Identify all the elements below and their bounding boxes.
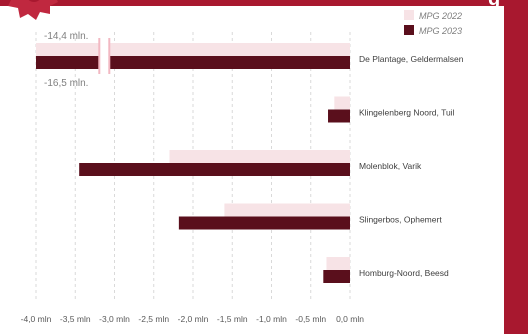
x-tick-label: -0,5 mln (295, 314, 326, 324)
x-axis-tick-labels: -4,0 mln -3,5 mln -3,0 mln -2,5 mln -2,0 mln… (21, 314, 365, 324)
gear-logo-icon (8, 0, 58, 20)
bar-chart: -14,4 mln. -16,5 mln. De Plantage, Gelder… (21, 10, 464, 324)
x-tick-label: -1,0 mln (256, 314, 287, 324)
legend-label: MPG 2022 (419, 11, 462, 21)
x-tick-label: -3,0 mln (99, 314, 130, 324)
bar (224, 203, 350, 217)
category-labels: De Plantage, Geldermalsen Klingelenberg N… (359, 54, 464, 278)
bar (36, 56, 350, 69)
axis-break-gap (99, 38, 110, 74)
x-tick-label: -1,5 mln (217, 314, 248, 324)
x-tick-label: 0,0 mln (336, 314, 364, 324)
bar (334, 96, 350, 110)
chart-panel: -14,4 mln. -16,5 mln. De Plantage, Gelder… (0, 6, 504, 334)
x-tick-label: -3,5 mln (60, 314, 91, 324)
bar (323, 270, 350, 283)
category-label: De Plantage, Geldermalsen (359, 54, 464, 64)
bar (326, 257, 350, 270)
bars (36, 43, 351, 283)
legend: MPG 2022 MPG 2023 (404, 10, 462, 36)
value-annotation: -14,4 mln. (44, 31, 88, 42)
category-label: Slingerbos, Ophemert (359, 215, 442, 225)
legend-swatch (404, 10, 414, 20)
legend-swatch (404, 25, 414, 35)
value-annotation: -16,5 mln. (44, 78, 88, 89)
bar (178, 216, 350, 230)
bar (169, 150, 350, 163)
bar (36, 43, 350, 56)
category-label: Molenblok, Varik (359, 161, 422, 171)
annotations: -14,4 mln. -16,5 mln. (44, 31, 88, 89)
x-tick-label: -2,0 mln (178, 314, 209, 324)
category-label: Homburg-Noord, Beesd (359, 268, 449, 278)
page-title: g (488, 0, 500, 11)
x-tick-label: -2,5 mln (138, 314, 169, 324)
category-label: Klingelenberg Noord, Tuil (359, 108, 455, 118)
bar (328, 109, 350, 123)
legend-label: MPG 2023 (419, 26, 462, 36)
x-tick-label: -4,0 mln (21, 314, 52, 324)
axis-break (98, 38, 111, 74)
bar (79, 163, 351, 176)
